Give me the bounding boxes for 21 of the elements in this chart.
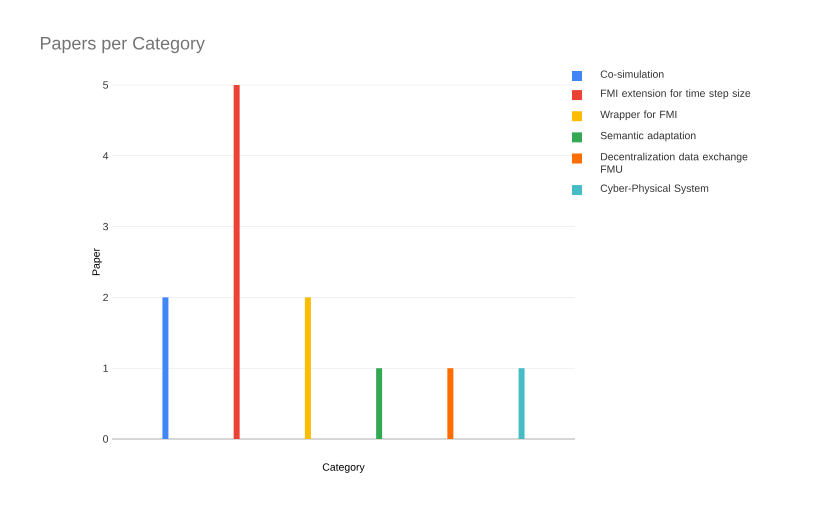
bar xyxy=(304,297,311,439)
legend-label: FMI extension for time step size xyxy=(601,89,750,100)
bar xyxy=(162,297,168,439)
y-tick-label: 3 xyxy=(103,222,108,230)
y-tick-label: 2 xyxy=(103,294,108,302)
legend-label: Decentralization data exchange FMU xyxy=(601,152,748,173)
legend-label: Wrapper for FMI xyxy=(600,110,676,120)
y-tick-label: 4 xyxy=(102,152,108,160)
chart-title: Papers per Category xyxy=(40,36,205,54)
bar xyxy=(518,368,525,439)
legend-label: Semantic adaptation xyxy=(600,132,696,142)
y-tick-label: 0 xyxy=(103,435,108,443)
y-tick-label: 1 xyxy=(103,364,108,372)
legend-label: Co-simulation xyxy=(600,70,664,78)
bar xyxy=(376,368,382,439)
y-axis-title: Paper xyxy=(92,248,102,276)
x-axis-title: Category xyxy=(322,463,365,473)
bar xyxy=(234,85,240,439)
bar xyxy=(447,368,454,439)
legend-label: Cyber-Physical System xyxy=(600,184,708,194)
y-tick-label: 5 xyxy=(103,81,108,89)
